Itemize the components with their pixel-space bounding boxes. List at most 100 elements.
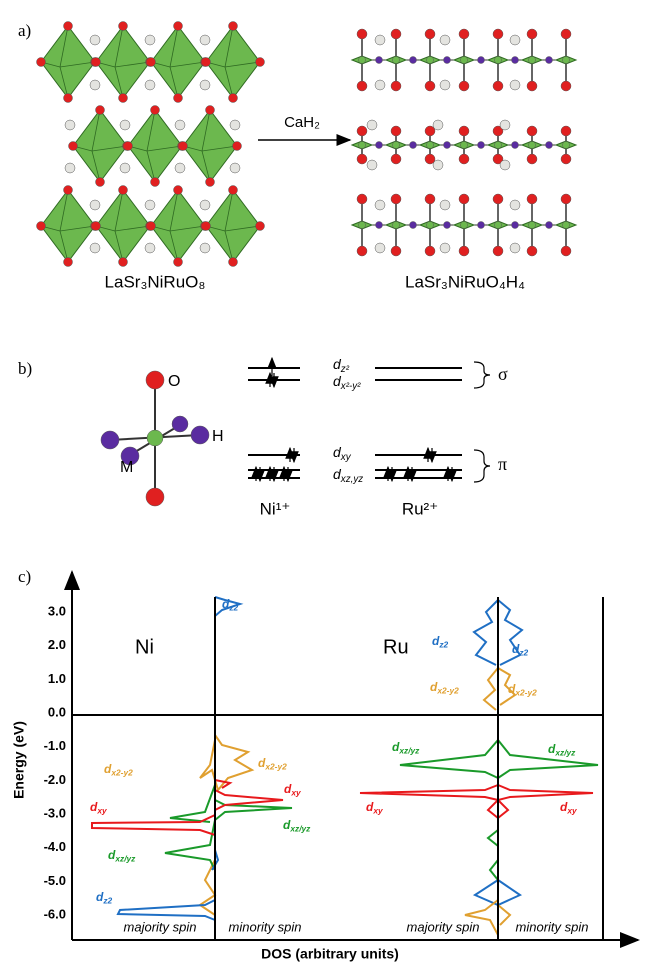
dos-annotation-sub: xz/yz xyxy=(554,748,576,758)
octahedron xyxy=(41,190,95,262)
atom xyxy=(527,81,537,91)
atom xyxy=(495,57,502,64)
atom xyxy=(459,29,469,39)
dos-annotation: dxz/yz xyxy=(548,742,576,758)
atom xyxy=(527,194,537,204)
atom xyxy=(119,94,128,103)
atom xyxy=(179,142,188,151)
atom xyxy=(510,200,520,210)
ni-dxz xyxy=(165,785,292,870)
atom xyxy=(527,29,537,39)
atom xyxy=(440,200,450,210)
atom xyxy=(357,81,367,91)
ru-dxy xyxy=(360,785,593,818)
atom xyxy=(119,258,128,267)
atom xyxy=(174,186,183,195)
atom xyxy=(65,163,75,173)
brace xyxy=(474,450,490,482)
atom xyxy=(512,222,519,229)
atom xyxy=(495,222,502,229)
atom xyxy=(359,142,366,149)
atom xyxy=(393,222,400,229)
element-label: Ru xyxy=(383,636,409,658)
atom xyxy=(229,258,238,267)
spin-label: minority spin xyxy=(516,919,589,934)
octahedron xyxy=(151,26,205,98)
panel-label: b) xyxy=(18,359,32,378)
ion-label: Ru²⁺ xyxy=(402,499,438,518)
atom xyxy=(206,178,215,187)
dos-annotation-sub: xy xyxy=(96,806,107,816)
dos-annotation: dxz/yz xyxy=(108,848,136,864)
atom xyxy=(425,194,435,204)
octahedron xyxy=(183,110,237,182)
atom xyxy=(357,154,367,164)
atom xyxy=(92,222,101,231)
atom xyxy=(191,426,209,444)
atom xyxy=(200,200,210,210)
element-label: Ni xyxy=(135,636,154,658)
x-axis-label: DOS (arbitrary units) xyxy=(261,946,399,962)
atom xyxy=(174,258,183,267)
dos-annotation-sub: xy xyxy=(290,788,301,798)
atom xyxy=(233,142,242,151)
dos-annotation: dx2-y2 xyxy=(258,756,287,772)
orbital-sub: xz,yz xyxy=(340,474,363,485)
dos-annotation: dz2 xyxy=(222,597,239,613)
atom xyxy=(410,57,417,64)
dos-annotation-sub: xz/yz xyxy=(398,746,420,756)
atom xyxy=(90,80,100,90)
atom xyxy=(375,80,385,90)
atom xyxy=(376,222,383,229)
atom xyxy=(119,22,128,31)
y-tick-label: 2.0 xyxy=(48,637,66,652)
atom xyxy=(145,243,155,253)
y-tick-label: 0.0 xyxy=(48,704,66,719)
atom xyxy=(427,222,434,229)
atom xyxy=(546,57,553,64)
atom xyxy=(357,126,367,136)
atom xyxy=(120,163,130,173)
atom xyxy=(202,222,211,231)
y-axis-label: Energy (eV) xyxy=(11,721,27,799)
atom xyxy=(92,58,101,67)
atom xyxy=(440,35,450,45)
atom xyxy=(391,29,401,39)
y-tick-label: 1.0 xyxy=(48,671,66,686)
atom-label: O xyxy=(168,373,180,390)
brace xyxy=(474,362,490,388)
octahedron xyxy=(151,190,205,262)
atom xyxy=(375,35,385,45)
y-tick-label: -4.0 xyxy=(44,839,66,854)
atom xyxy=(145,80,155,90)
atom xyxy=(444,222,451,229)
dos-annotation: dxy xyxy=(366,800,383,816)
atom xyxy=(461,222,468,229)
dos-annotation: dxz/yz xyxy=(283,818,311,834)
dos-annotation: dxy xyxy=(560,800,577,816)
atom xyxy=(64,258,73,267)
atom xyxy=(96,106,105,115)
atom xyxy=(527,246,537,256)
atom xyxy=(561,194,571,204)
atom xyxy=(64,94,73,103)
atom xyxy=(230,120,240,130)
atom xyxy=(256,58,265,67)
atom xyxy=(563,222,570,229)
atom xyxy=(529,142,536,149)
dos-annotation: dx2-y2 xyxy=(430,680,459,696)
atom xyxy=(174,22,183,31)
atom xyxy=(147,58,156,67)
atom xyxy=(200,35,210,45)
dos-annotation-sub: xz/yz xyxy=(114,854,136,864)
atom xyxy=(527,126,537,136)
atom xyxy=(90,200,100,210)
page: a)CaH₂LaSr₃NiRuO₈LaSr₃NiRuO₄H₄b)OHMdz²dx… xyxy=(0,0,653,963)
atom xyxy=(151,178,160,187)
atom xyxy=(391,154,401,164)
atom xyxy=(478,222,485,229)
atom xyxy=(478,57,485,64)
atom xyxy=(200,243,210,253)
dos-annotation-sub: z2 xyxy=(102,896,112,906)
atom xyxy=(64,186,73,195)
